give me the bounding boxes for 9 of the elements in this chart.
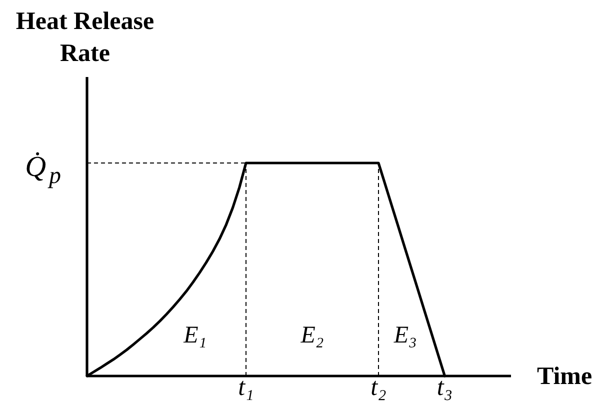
y-axis-title: Heat Release Rate (16, 8, 154, 67)
ref-line-label: Q̇$_{p}$ (25, 151, 62, 189)
annotation: E₁ (182, 322, 207, 349)
x-axis-title: Time (537, 363, 592, 390)
x-tick-label: t₂ (370, 374, 387, 401)
annotation: E₂ (300, 322, 324, 349)
annotation: E₃ (392, 322, 417, 349)
x-tick-label: t₁ (238, 374, 254, 401)
x-tick-label: t₃ (436, 374, 453, 401)
